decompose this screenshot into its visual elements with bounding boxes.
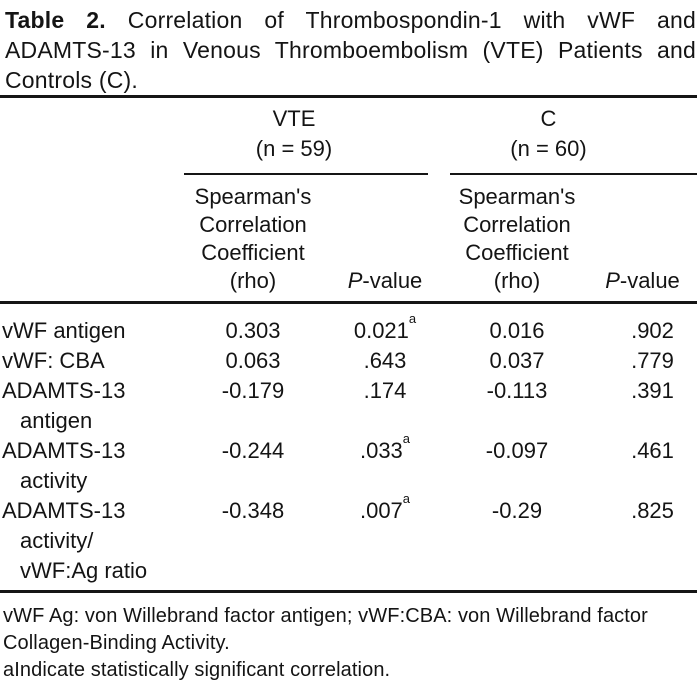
subheader-text: Correlation [199, 212, 307, 237]
cell-c-pvalue: .391 [588, 376, 697, 436]
cell-c-pvalue: .902 [588, 303, 697, 347]
correlation-table: VTE (n = 59) C (n = 60) Spearman's Corre… [0, 95, 697, 593]
row-label-line: vWF antigen [2, 318, 126, 343]
footnote-abbreviations-line-2: Collagen-Binding Activity. [3, 632, 230, 654]
cell-vte-rho: 0.063 [225, 348, 281, 373]
group-header-vte: VTE (n = 59) [182, 97, 446, 175]
p-value-text: .825 [631, 498, 674, 523]
p-value-text: .643 [363, 348, 407, 373]
row-label-line: vWF: CBA [2, 348, 105, 373]
subheader-text: Spearman's [194, 184, 312, 209]
cell-c-rho: -0.113 [486, 378, 548, 403]
subheader-c-pvalue: P-value [588, 175, 697, 304]
group-c-label: C [540, 106, 557, 131]
empty-subheader-cell [0, 175, 182, 304]
cell-c-pvalue: .779 [588, 346, 697, 376]
empty-header-cell [0, 97, 182, 176]
cell-vte-rho: -0.244 [221, 438, 285, 463]
caption-line-2: ADAMTS-13 in Venous Thromboembolism (VTE… [5, 37, 696, 63]
group-header-c: C (n = 60) [446, 97, 697, 175]
spanner-rule-c [450, 173, 697, 175]
row-label-line: activity/ [20, 528, 94, 553]
caption-line-3: Controls (C). [5, 67, 138, 93]
subheader-text: (rho) [493, 268, 541, 293]
cell-vte-pvalue: 0.021a [324, 303, 446, 347]
cell-c-rho: 0.037 [489, 348, 545, 373]
group-vte-name: VTE (n = 59) [182, 104, 446, 164]
table-row-adamts13-ratio: ADAMTS-13 activity/ vWF:Ag ratio -0.348 … [0, 492, 697, 593]
cell-vte-pvalue: .033a [324, 432, 446, 496]
row-label: ADAMTS-13 activity/ vWF:Ag ratio [0, 496, 182, 593]
row-label-line: activity [20, 468, 88, 493]
subheader-row: Spearman's Correlation Coefficient (rho)… [0, 175, 697, 304]
cell-c-rho: 0.016 [489, 318, 545, 343]
cell-vte-pvalue: .174 [324, 376, 446, 436]
cell-vte-pvalue: .007a [324, 492, 446, 593]
row-label: ADAMTS-13 antigen [0, 376, 182, 436]
cell-vte-rho: -0.348 [182, 496, 324, 593]
footnote-marker: a [402, 490, 411, 506]
group-c-n: (n = 60) [510, 136, 587, 161]
row-label-line: antigen [20, 408, 93, 433]
p-value-text: 0.021 [353, 318, 409, 343]
cell-vte-pvalue: .643 [324, 346, 446, 376]
p-value-text: .174 [363, 378, 407, 403]
group-header-row: VTE (n = 59) C (n = 60) [0, 97, 697, 176]
subheader-vte-pvalue: P-value [324, 175, 446, 304]
p-italic: P [605, 268, 620, 293]
subheader-text: Spearman's [458, 184, 576, 209]
table-row-adamts13-activity: ADAMTS-13 activity -0.244 .033a -0.097 .… [0, 432, 697, 496]
cell-vte-rho: 0.303 [225, 318, 281, 343]
row-label-line: ADAMTS-13 [2, 378, 126, 403]
group-vte-label: VTE [272, 106, 316, 131]
p-value-text: .033 [359, 438, 403, 463]
p-rest: -value [362, 268, 423, 293]
subheader-text: (rho) [229, 268, 277, 293]
subheader-text: Coefficient [465, 240, 569, 265]
subheader-vte-rho: Spearman's Correlation Coefficient (rho) [182, 175, 324, 304]
cell-c-pvalue: .461 [588, 436, 697, 496]
p-value-text: .461 [631, 438, 674, 463]
p-italic: P [347, 268, 363, 293]
caption-line-1: Table 2. Correlation of Thrombospondin-1… [5, 5, 696, 35]
spanner-rule-vte [184, 173, 428, 175]
row-label-line: vWF:Ag ratio [20, 558, 148, 583]
p-value-text: .007 [359, 498, 403, 523]
row-label-line: ADAMTS-13 [2, 498, 126, 523]
caption-line-1-text: Correlation of Thrombospondin-1 with vWF… [127, 7, 696, 33]
footnote-marker: a [402, 430, 411, 446]
row-label: vWF: CBA [0, 346, 182, 376]
subheader-text: Correlation [463, 212, 571, 237]
group-vte-n: (n = 59) [255, 136, 333, 161]
table-footnotes: vWF Ag: von Willebrand factor antigen; v… [0, 593, 697, 684]
p-value-text: .902 [631, 318, 674, 343]
row-label-line: ADAMTS-13 [2, 438, 126, 463]
cell-c-rho: -0.29 [446, 496, 588, 593]
caption-table-number: Table 2. [5, 7, 106, 33]
subheader-text: Coefficient [201, 240, 305, 265]
p-value-text: .779 [631, 348, 674, 373]
group-c-name: C (n = 60) [446, 104, 697, 164]
p-rest: -value [619, 268, 680, 293]
table-row-vwf-cba: vWF: CBA 0.063 .643 0.037 .779 [0, 346, 697, 376]
cell-c-rho: -0.097 [485, 438, 549, 463]
cell-vte-rho: -0.179 [221, 378, 285, 403]
row-label: ADAMTS-13 activity [0, 436, 182, 496]
p-value-text: .391 [631, 378, 674, 403]
cell-c-pvalue: .825 [588, 496, 697, 593]
table-caption: Table 2. Correlation of Thrombospondin-1… [0, 0, 697, 95]
row-label: vWF antigen [0, 303, 182, 347]
footnote-abbreviations-line-1: vWF Ag: von Willebrand factor antigen; v… [3, 605, 648, 627]
subheader-c-rho: Spearman's Correlation Coefficient (rho) [446, 175, 588, 304]
table-row-adamts13-antigen: ADAMTS-13 antigen -0.179 .174 -0.113 .39… [0, 376, 697, 436]
footnote-significance: aIndicate statistically significant corr… [3, 659, 391, 681]
footnote-marker: a [408, 310, 417, 326]
table-row-vwf-antigen: vWF antigen 0.303 0.021a 0.016 .902 [0, 303, 697, 347]
